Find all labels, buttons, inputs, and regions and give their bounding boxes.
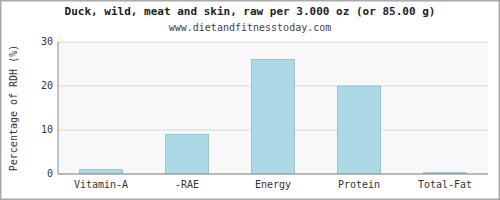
plot-background	[58, 42, 488, 174]
y-tick-label: 0	[47, 168, 53, 179]
grid-line	[58, 174, 488, 175]
subtitle: www.dietandfitnesstoday.com	[169, 22, 332, 33]
x-tick-label: Protein	[338, 179, 380, 190]
grid	[58, 42, 488, 174]
bar	[80, 170, 123, 174]
figure-border	[1, 1, 500, 200]
y-axis-label: Percentage of RDH (%)	[8, 45, 19, 171]
chart-container: 0 10 20 30 Vitamin-A -RAE Energy Protein Total-F…	[0, 0, 500, 200]
y-tick-label: 20	[41, 80, 53, 91]
y-tick-label: 30	[41, 36, 53, 47]
y-tick-label: 10	[41, 124, 53, 135]
x-tick-label: -RAE	[175, 179, 199, 190]
grid-line	[58, 42, 488, 43]
chart-svg: 0 10 20 30 Vitamin-A -RAE Energy Protein Total-F…	[0, 0, 500, 200]
bar	[338, 86, 381, 174]
x-tick-label: Total-Fat	[418, 179, 472, 190]
x-tick-label: Vitamin-A	[74, 179, 128, 190]
bar	[252, 60, 295, 174]
title: Duck, wild, meat and skin, raw per 3.000…	[65, 5, 436, 18]
bars	[80, 60, 467, 174]
bar	[166, 134, 209, 174]
x-axis-line	[58, 174, 488, 175]
y-axis-line	[58, 42, 59, 174]
x-tick-label: Energy	[255, 179, 291, 190]
